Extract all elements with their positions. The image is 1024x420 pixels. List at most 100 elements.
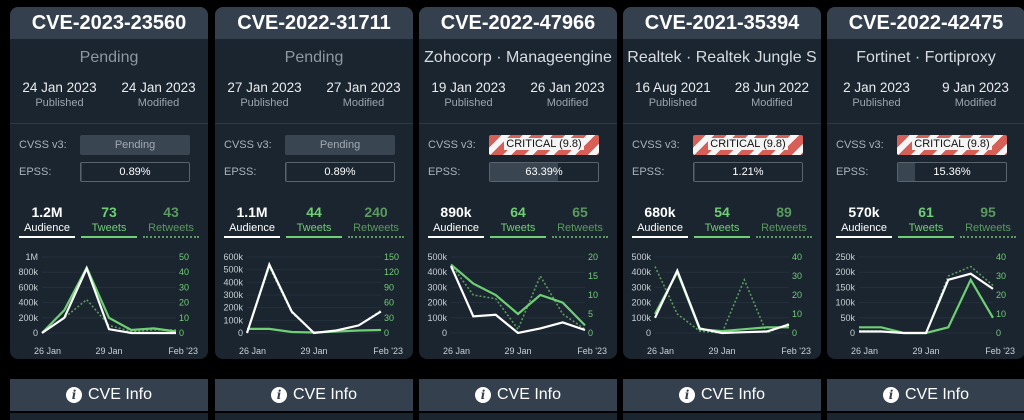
cve-info-button[interactable]: i CVE Info bbox=[419, 379, 617, 411]
tweets-tab[interactable]: 64 Tweets bbox=[490, 204, 546, 238]
epss-score-bar[interactable]: 0.89% bbox=[80, 162, 190, 182]
left-axis-tick: 0 bbox=[33, 328, 38, 338]
published-date-value: 19 Jan 2023 bbox=[431, 80, 506, 95]
modified-date-label: Modified bbox=[137, 97, 180, 109]
activity-chart: 1M 800k 600k 400k 200k 0 50 40 30 20 10 0 26 Jan 29 J… bbox=[18, 252, 198, 356]
published-date-value: 2 Jan 2023 bbox=[843, 80, 910, 95]
cve-card[interactable]: CVE-2022-31711 Pending 27 Jan 2023 Publishe… bbox=[215, 7, 413, 359]
tweets-tab-value: 64 bbox=[510, 204, 526, 220]
right-axis-tick: 20 bbox=[996, 290, 1006, 300]
cve-info-label: CVE Info bbox=[700, 386, 766, 403]
cvss-score-badge[interactable]: Pending bbox=[285, 135, 395, 155]
audience-tab-value: 1.2M bbox=[31, 204, 63, 220]
cve-card[interactable]: CVE-2021-35394 Realtek · Realtek Jungle S… bbox=[623, 7, 821, 359]
right-axis-tick: 5 bbox=[588, 309, 593, 319]
epss-label: EPSS: bbox=[19, 166, 52, 178]
cvss-score-badge[interactable]: CRITICAL (9.8) bbox=[693, 135, 803, 155]
tweets-tab-label: Tweets bbox=[898, 222, 954, 238]
cve-id-title[interactable]: CVE-2023-23560 bbox=[10, 7, 208, 39]
retweets-line bbox=[859, 265, 994, 334]
cve-id-title[interactable]: CVE-2022-42475 bbox=[827, 7, 1024, 39]
activity-chart: 500k 400k 300k 200k 100k 0 40 30 20 10 0 26 Jan 29 J… bbox=[631, 252, 811, 356]
cve-card[interactable]: CVE-2022-42475 Fortinet · Fortiproxy 2 Jan… bbox=[827, 7, 1024, 359]
cve-info-button[interactable]: i CVE Info bbox=[10, 379, 208, 411]
modified-date: 28 Jun 2022 Modified bbox=[735, 80, 809, 109]
vendor-product: Fortinet · Fortiproxy bbox=[856, 49, 996, 66]
epss-label: EPSS: bbox=[224, 166, 257, 178]
left-axis-tick: 0 bbox=[442, 328, 447, 338]
cve-card[interactable]: CVE-2023-23560 Pending 24 Jan 2023 Publishe… bbox=[10, 7, 208, 359]
retweets-tab[interactable]: 95 Retweets bbox=[960, 204, 1016, 238]
retweets-tab[interactable]: 65 Retweets bbox=[552, 204, 608, 238]
audience-tab[interactable]: 680k Audience bbox=[632, 204, 688, 238]
epss-fill bbox=[286, 163, 287, 181]
cvss-score-badge[interactable]: CRITICAL (9.8) bbox=[897, 135, 1007, 155]
retweets-tab[interactable]: 43 Retweets bbox=[143, 204, 199, 238]
retweets-tab-label: Retweets bbox=[960, 222, 1016, 238]
left-axis-tick: 500k bbox=[427, 252, 447, 262]
cve-id-title[interactable]: CVE-2022-47966 bbox=[419, 7, 617, 39]
retweets-tab[interactable]: 89 Retweets bbox=[756, 204, 812, 238]
retweets-tab[interactable]: 240 Retweets bbox=[348, 204, 404, 238]
left-axis-tick: 100k bbox=[427, 313, 447, 323]
audience-tab[interactable]: 1.2M Audience bbox=[19, 204, 75, 238]
epss-row: EPSS: 0.89% bbox=[215, 162, 413, 182]
cvss-score-text: CRITICAL (9.8) bbox=[504, 138, 584, 150]
tweets-tab[interactable]: 44 Tweets bbox=[286, 204, 342, 238]
cve-info-button[interactable]: i CVE Info bbox=[215, 379, 413, 411]
modified-date-label: Modified bbox=[954, 97, 997, 109]
divider bbox=[215, 123, 413, 124]
epss-score-bar[interactable]: 1.21% bbox=[693, 162, 803, 182]
epss-score-bar[interactable]: 63.39% bbox=[489, 162, 599, 182]
audience-tab[interactable]: 570k Audience bbox=[836, 204, 892, 238]
right-axis-tick: 30 bbox=[179, 282, 189, 292]
audience-tab[interactable]: 890k Audience bbox=[428, 204, 484, 238]
divider bbox=[419, 123, 617, 124]
left-axis-tick: 500k bbox=[631, 252, 651, 262]
epss-score-text: 15.36% bbox=[933, 166, 971, 178]
date-row: 27 Jan 2023 Published 27 Jan 2023 Modified bbox=[215, 80, 413, 109]
audience-tab[interactable]: 1.1M Audience bbox=[224, 204, 280, 238]
epss-row: EPSS: 63.39% bbox=[419, 162, 617, 182]
tweets-tab[interactable]: 73 Tweets bbox=[81, 204, 137, 238]
date-row: 16 Aug 2021 Published 28 Jun 2022 Modified bbox=[623, 80, 821, 109]
cve-id-title[interactable]: CVE-2022-31711 bbox=[215, 7, 413, 39]
left-axis-tick: 200k bbox=[427, 298, 447, 308]
right-axis-tick: 150 bbox=[384, 252, 399, 262]
epss-score-bar[interactable]: 0.89% bbox=[285, 162, 395, 182]
x-axis-tick: 26 Jan bbox=[851, 346, 878, 356]
epss-fill bbox=[490, 163, 559, 181]
right-axis-tick: 0 bbox=[384, 328, 389, 338]
left-axis-tick: 600k bbox=[223, 252, 243, 262]
tweets-tab[interactable]: 61 Tweets bbox=[898, 204, 954, 238]
left-axis-tick: 300k bbox=[631, 282, 651, 292]
modified-date: 24 Jan 2023 Modified bbox=[121, 80, 195, 109]
modified-date: 26 Jan 2023 Modified bbox=[530, 80, 604, 109]
cvss-score-badge[interactable]: Pending bbox=[80, 135, 190, 155]
cvss-score-badge[interactable]: CRITICAL (9.8) bbox=[489, 135, 599, 155]
cvss-label: CVSS v3: bbox=[224, 139, 272, 151]
retweets-tab-value: 95 bbox=[980, 204, 996, 220]
tweets-tab[interactable]: 54 Tweets bbox=[694, 204, 750, 238]
activity-chart: 250k 200k 150k 100k 50k 0 40 30 20 10 0 26 Jan 29 Ja… bbox=[835, 252, 1015, 356]
left-axis-tick: 400k bbox=[427, 267, 447, 277]
cve-info-button[interactable]: i CVE Info bbox=[623, 379, 821, 411]
right-axis-tick: 40 bbox=[179, 267, 189, 277]
right-axis-tick: 40 bbox=[996, 252, 1006, 262]
cve-id-title[interactable]: CVE-2021-35394 bbox=[623, 7, 821, 39]
published-date-label: Published bbox=[444, 97, 493, 109]
x-axis-tick: 26 Jan bbox=[647, 346, 674, 356]
tweets-tab-value: 44 bbox=[306, 204, 322, 220]
right-axis-tick: 10 bbox=[996, 309, 1006, 319]
cve-info-button[interactable]: i CVE Info bbox=[827, 379, 1024, 411]
audience-tab-label: Audience bbox=[224, 222, 280, 238]
published-date-label: Published bbox=[852, 97, 901, 109]
epss-score-bar[interactable]: 15.36% bbox=[897, 162, 1007, 182]
published-date-value: 27 Jan 2023 bbox=[227, 80, 302, 95]
cve-card[interactable]: CVE-2022-47966 Zohocorp · Manageengine 19 … bbox=[419, 7, 617, 359]
info-icon: i bbox=[678, 387, 695, 403]
cve-info-label: CVE Info bbox=[496, 386, 562, 403]
left-axis-tick: 100k bbox=[835, 298, 855, 308]
right-axis-tick: 90 bbox=[384, 282, 394, 292]
